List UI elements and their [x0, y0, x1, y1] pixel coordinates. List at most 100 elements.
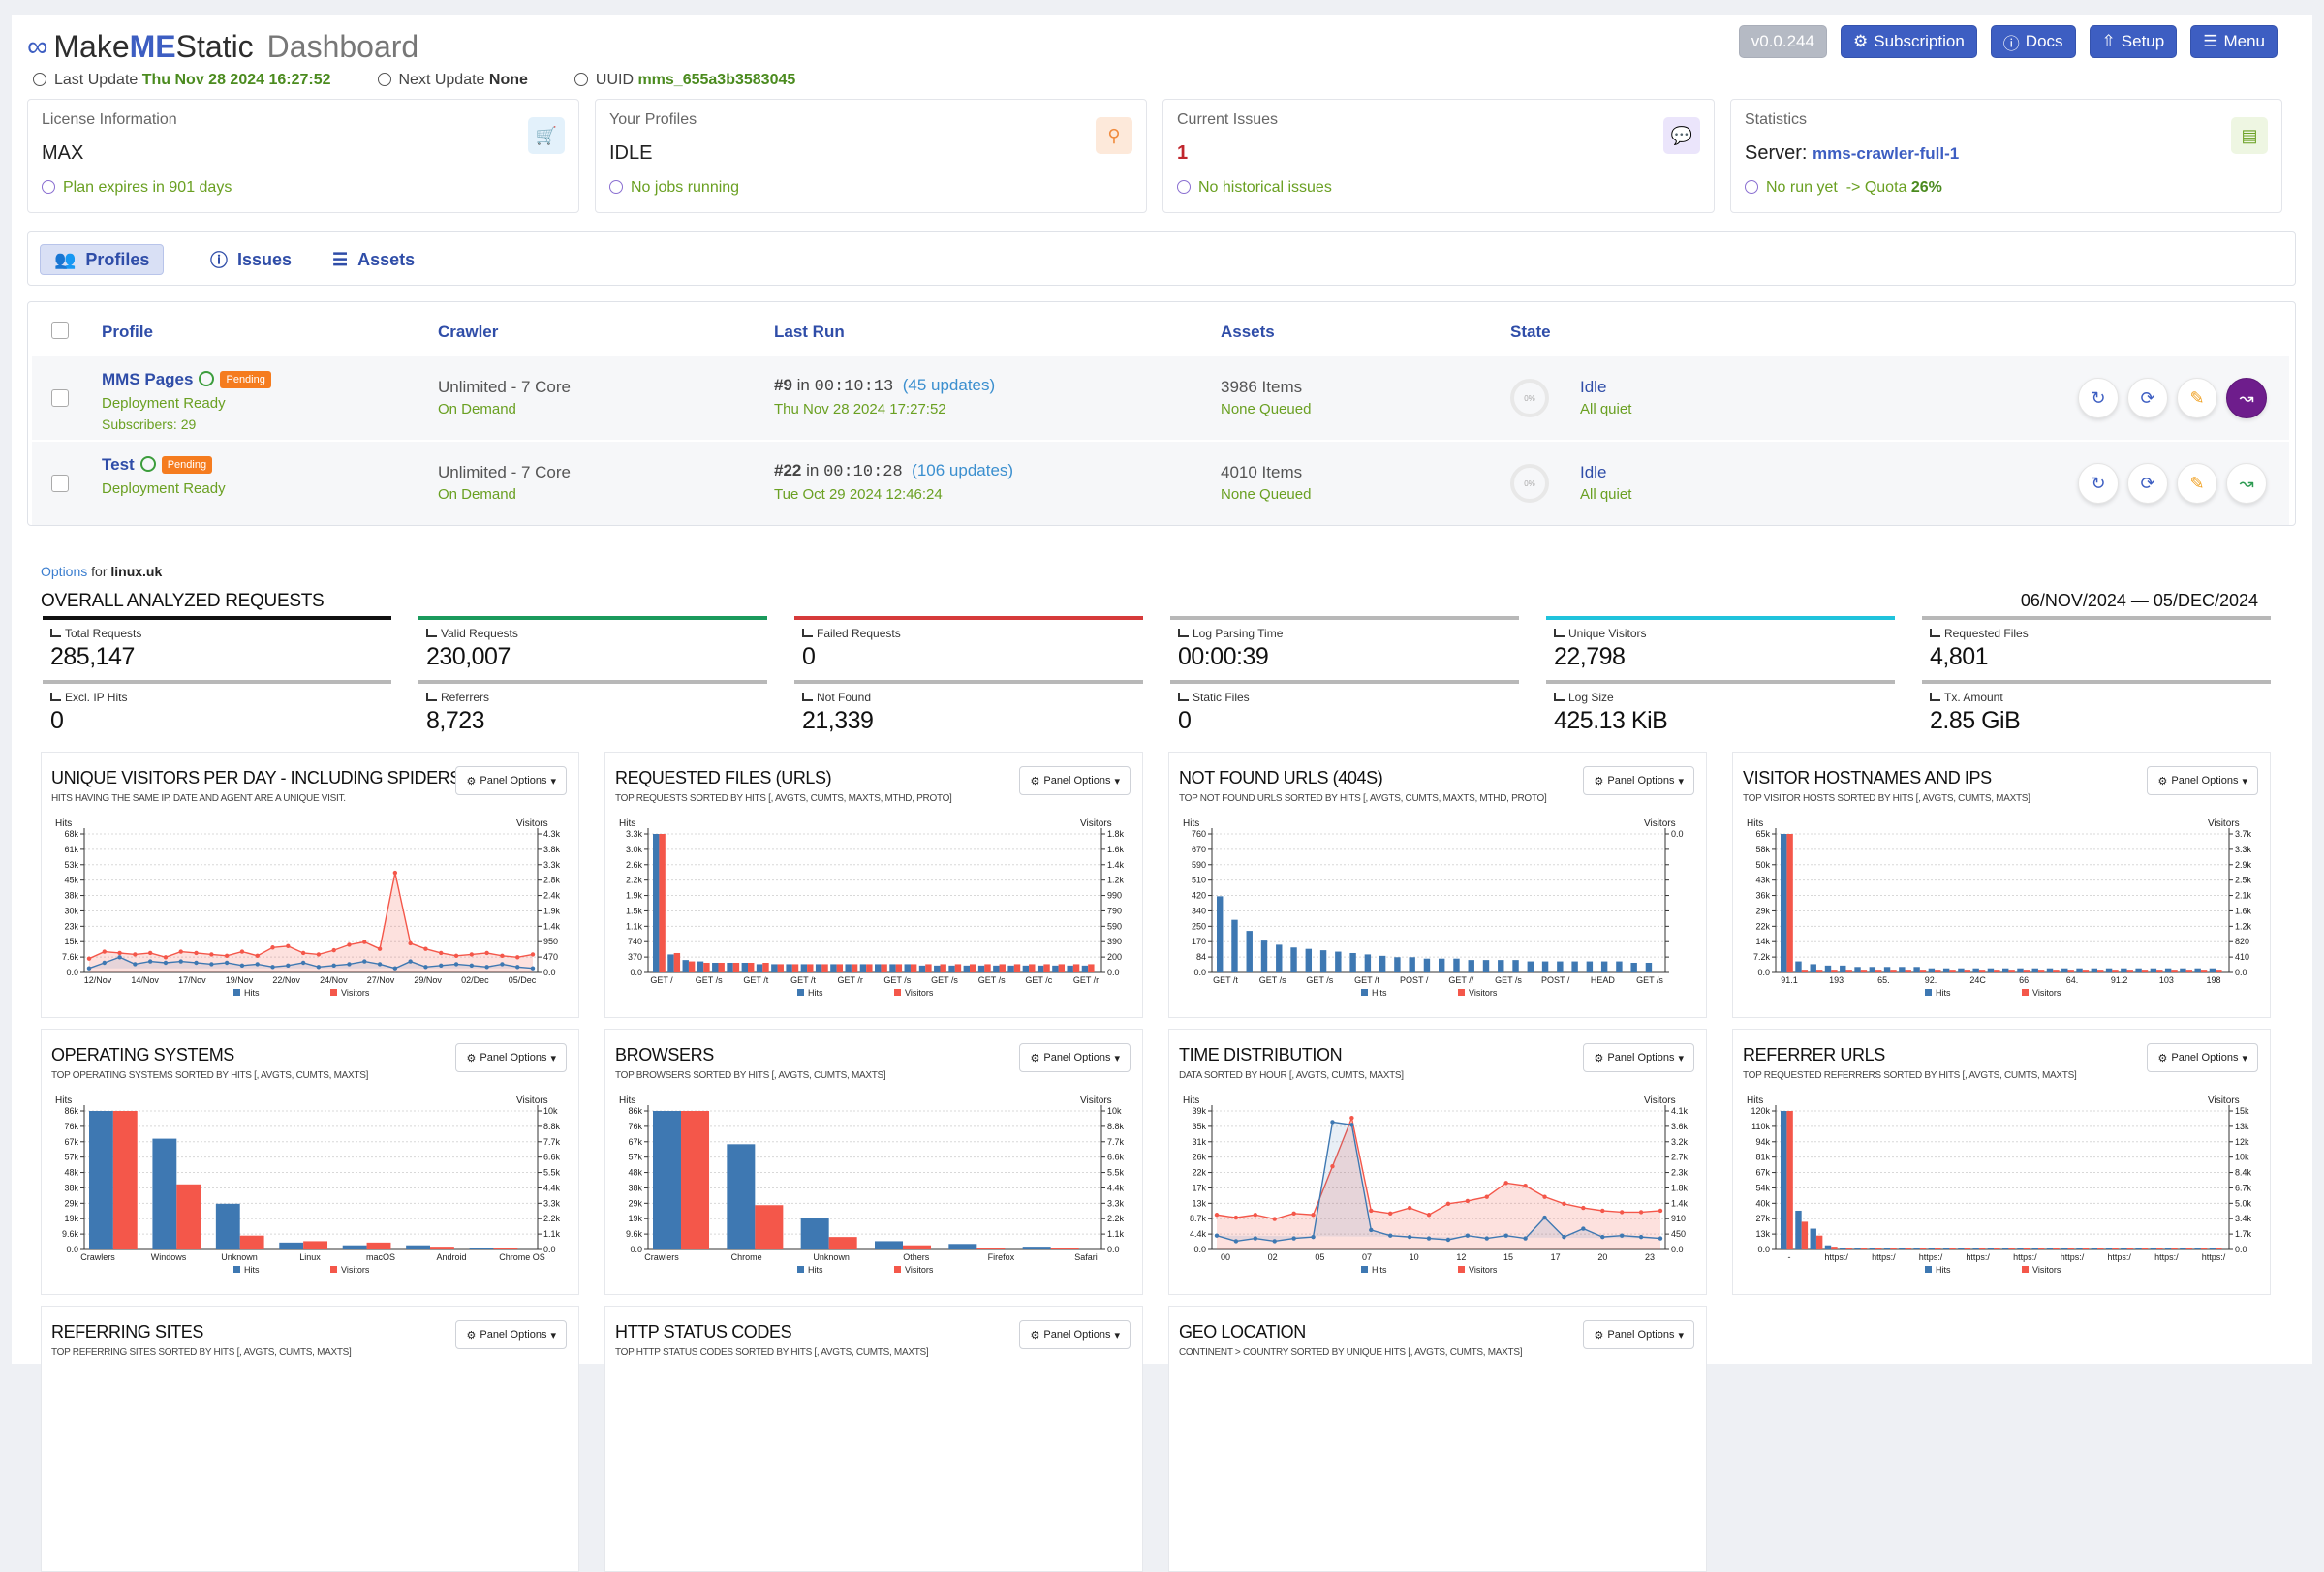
hits-bar[interactable] [1883, 1248, 1891, 1249]
hits-bar[interactable] [1810, 964, 1816, 972]
hits-bar[interactable] [1260, 940, 1268, 972]
hits-bar[interactable] [2150, 1248, 2157, 1249]
visitors-bar[interactable] [2200, 1248, 2208, 1249]
hits-bar[interactable] [800, 1218, 829, 1249]
visitors-bar[interactable] [1831, 1247, 1838, 1249]
visitors-bar[interactable] [866, 964, 873, 972]
visitors-bar[interactable] [2082, 970, 2090, 972]
hits-bar[interactable] [2194, 968, 2201, 972]
visitors-point[interactable] [178, 949, 183, 954]
hits-point[interactable] [224, 960, 230, 966]
hits-bar[interactable] [2017, 1248, 2024, 1249]
table-row[interactable]: Test Pending Deployment Ready Unlimited -… [32, 442, 2289, 525]
hits-bar[interactable] [89, 1111, 113, 1249]
visitors-point[interactable] [1465, 1198, 1471, 1204]
visitors-bar[interactable] [2216, 1248, 2222, 1249]
hits-bar[interactable] [830, 964, 837, 972]
visitors-point[interactable] [469, 952, 475, 957]
legend-visitors[interactable]: Visitors [905, 988, 934, 998]
hits-bar[interactable] [845, 964, 852, 972]
hits-bar[interactable] [712, 962, 719, 972]
visitors-bar[interactable] [2141, 970, 2149, 972]
panel-options-button[interactable]: ⚙ Panel Options ▾ [2147, 766, 2258, 795]
visitors-bar[interactable] [791, 964, 799, 972]
visitors-point[interactable] [1600, 1208, 1605, 1214]
visitors-bar[interactable] [976, 1248, 1006, 1249]
visitors-bar[interactable] [777, 964, 784, 972]
visitors-point[interactable] [362, 940, 367, 944]
hits-point[interactable] [469, 963, 475, 969]
visitors-bar[interactable] [2037, 1248, 2045, 1249]
hits-point[interactable] [500, 962, 505, 967]
visitors-bar[interactable] [718, 962, 725, 972]
hits-point[interactable] [270, 965, 275, 970]
visitors-point[interactable] [1638, 1210, 1644, 1215]
hits-point[interactable] [1619, 1233, 1625, 1238]
hits-bar[interactable] [1290, 947, 1297, 972]
hits-point[interactable] [1407, 1234, 1412, 1240]
hits-bar[interactable] [2091, 1248, 2098, 1249]
hits-point[interactable] [1484, 1236, 1489, 1241]
hits-bar[interactable] [1899, 967, 1906, 972]
hits-bar[interactable] [2002, 968, 2009, 972]
hits-point[interactable] [453, 962, 459, 967]
legend-visitors[interactable]: Visitors [1469, 988, 1498, 998]
hits-bar[interactable] [1928, 1248, 1936, 1249]
hits-bar[interactable] [2031, 1248, 2038, 1249]
hits-bar[interactable] [889, 964, 896, 972]
visitors-bar[interactable] [1860, 1248, 1868, 1249]
visitors-bar[interactable] [1801, 1221, 1809, 1249]
visitors-bar[interactable] [2097, 1248, 2104, 1249]
visitors-bar[interactable] [1949, 1248, 1956, 1249]
panel-options-button[interactable]: ⚙ Panel Options ▾ [2147, 1043, 2258, 1072]
hits-point[interactable] [408, 959, 413, 964]
visitors-point[interactable] [1272, 1217, 1277, 1221]
refresh-icon[interactable]: ⟳ [2127, 463, 2168, 504]
visitors-point[interactable] [86, 956, 92, 961]
hits-bar[interactable] [1840, 1248, 1846, 1249]
hits-bar[interactable] [963, 965, 971, 972]
visitors-bar[interactable] [1994, 970, 2000, 972]
hits-bar[interactable] [1394, 957, 1401, 972]
visitors-bar[interactable] [1964, 970, 1971, 972]
visitors-point[interactable] [117, 950, 122, 956]
hits-bar[interactable] [1958, 968, 1965, 972]
hits-bar[interactable] [2135, 968, 2142, 972]
hits-bar[interactable] [2209, 968, 2216, 972]
hits-bar[interactable] [727, 1144, 756, 1249]
panel-options-button[interactable]: ⚙ Panel Options ▾ [455, 1320, 567, 1349]
visitors-point[interactable] [1349, 1115, 1354, 1121]
visitors-bar[interactable] [1013, 964, 1021, 972]
visitors-bar[interactable] [984, 964, 991, 972]
visitors-bar[interactable] [970, 964, 976, 972]
hits-bar[interactable] [1616, 961, 1623, 972]
hits-point[interactable] [1465, 1233, 1471, 1238]
hits-bar[interactable] [469, 1248, 494, 1249]
hits-point[interactable] [1445, 1237, 1451, 1243]
hits-bar[interactable] [934, 965, 941, 972]
hits-bar[interactable] [653, 834, 660, 972]
visitors-bar[interactable] [851, 964, 858, 972]
menu-button[interactable]: ☰ Menu [2190, 25, 2278, 58]
hits-point[interactable] [316, 965, 322, 970]
visitors-bar[interactable] [176, 1184, 201, 1249]
hits-bar[interactable] [1022, 1247, 1051, 1249]
visitors-point[interactable] [1214, 1213, 1220, 1218]
visitors-bar[interactable] [681, 1111, 710, 1249]
hits-bar[interactable] [1468, 960, 1474, 972]
hits-bar[interactable] [1409, 957, 1415, 972]
visitors-point[interactable] [224, 953, 230, 959]
visitors-bar[interactable] [1978, 1248, 1986, 1249]
visitors-bar[interactable] [1029, 964, 1036, 972]
hits-bar[interactable] [1824, 1245, 1832, 1249]
visitors-bar[interactable] [910, 964, 917, 972]
hits-point[interactable] [439, 963, 444, 969]
visitors-bar[interactable] [2156, 1248, 2163, 1249]
hits-bar[interactable] [2164, 1248, 2172, 1249]
visitors-bar[interactable] [688, 961, 696, 972]
hits-bar[interactable] [1571, 961, 1578, 972]
legend-hits[interactable]: Hits [244, 1265, 260, 1275]
hits-bar[interactable] [1795, 961, 1802, 972]
visitors-bar[interactable] [1815, 1235, 1823, 1249]
hits-point[interactable] [147, 959, 153, 964]
